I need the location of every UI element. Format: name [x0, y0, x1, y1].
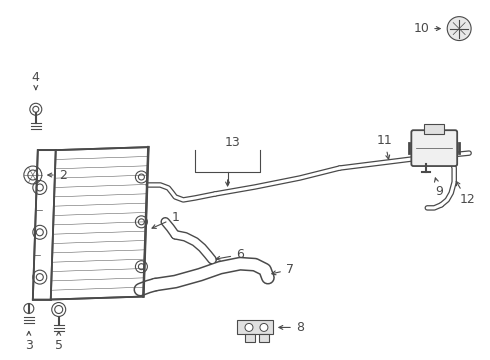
Text: 11: 11: [377, 134, 392, 159]
Text: 7: 7: [272, 263, 294, 276]
Text: 3: 3: [25, 332, 33, 352]
Circle shape: [260, 323, 268, 332]
Bar: [245, 334, 255, 342]
Text: 12: 12: [456, 181, 475, 206]
Circle shape: [447, 17, 471, 41]
Text: 5: 5: [55, 332, 63, 352]
Text: 6: 6: [216, 248, 244, 261]
Text: 8: 8: [279, 321, 304, 334]
Bar: [259, 334, 269, 342]
Text: 13: 13: [225, 136, 241, 149]
FancyBboxPatch shape: [412, 130, 457, 166]
Text: 1: 1: [152, 211, 179, 228]
Text: 9: 9: [435, 178, 443, 198]
Text: 10: 10: [414, 22, 440, 35]
Circle shape: [245, 323, 253, 332]
Bar: [237, 320, 273, 334]
Bar: [424, 124, 444, 134]
Text: 4: 4: [32, 71, 40, 90]
Text: 2: 2: [48, 168, 67, 181]
